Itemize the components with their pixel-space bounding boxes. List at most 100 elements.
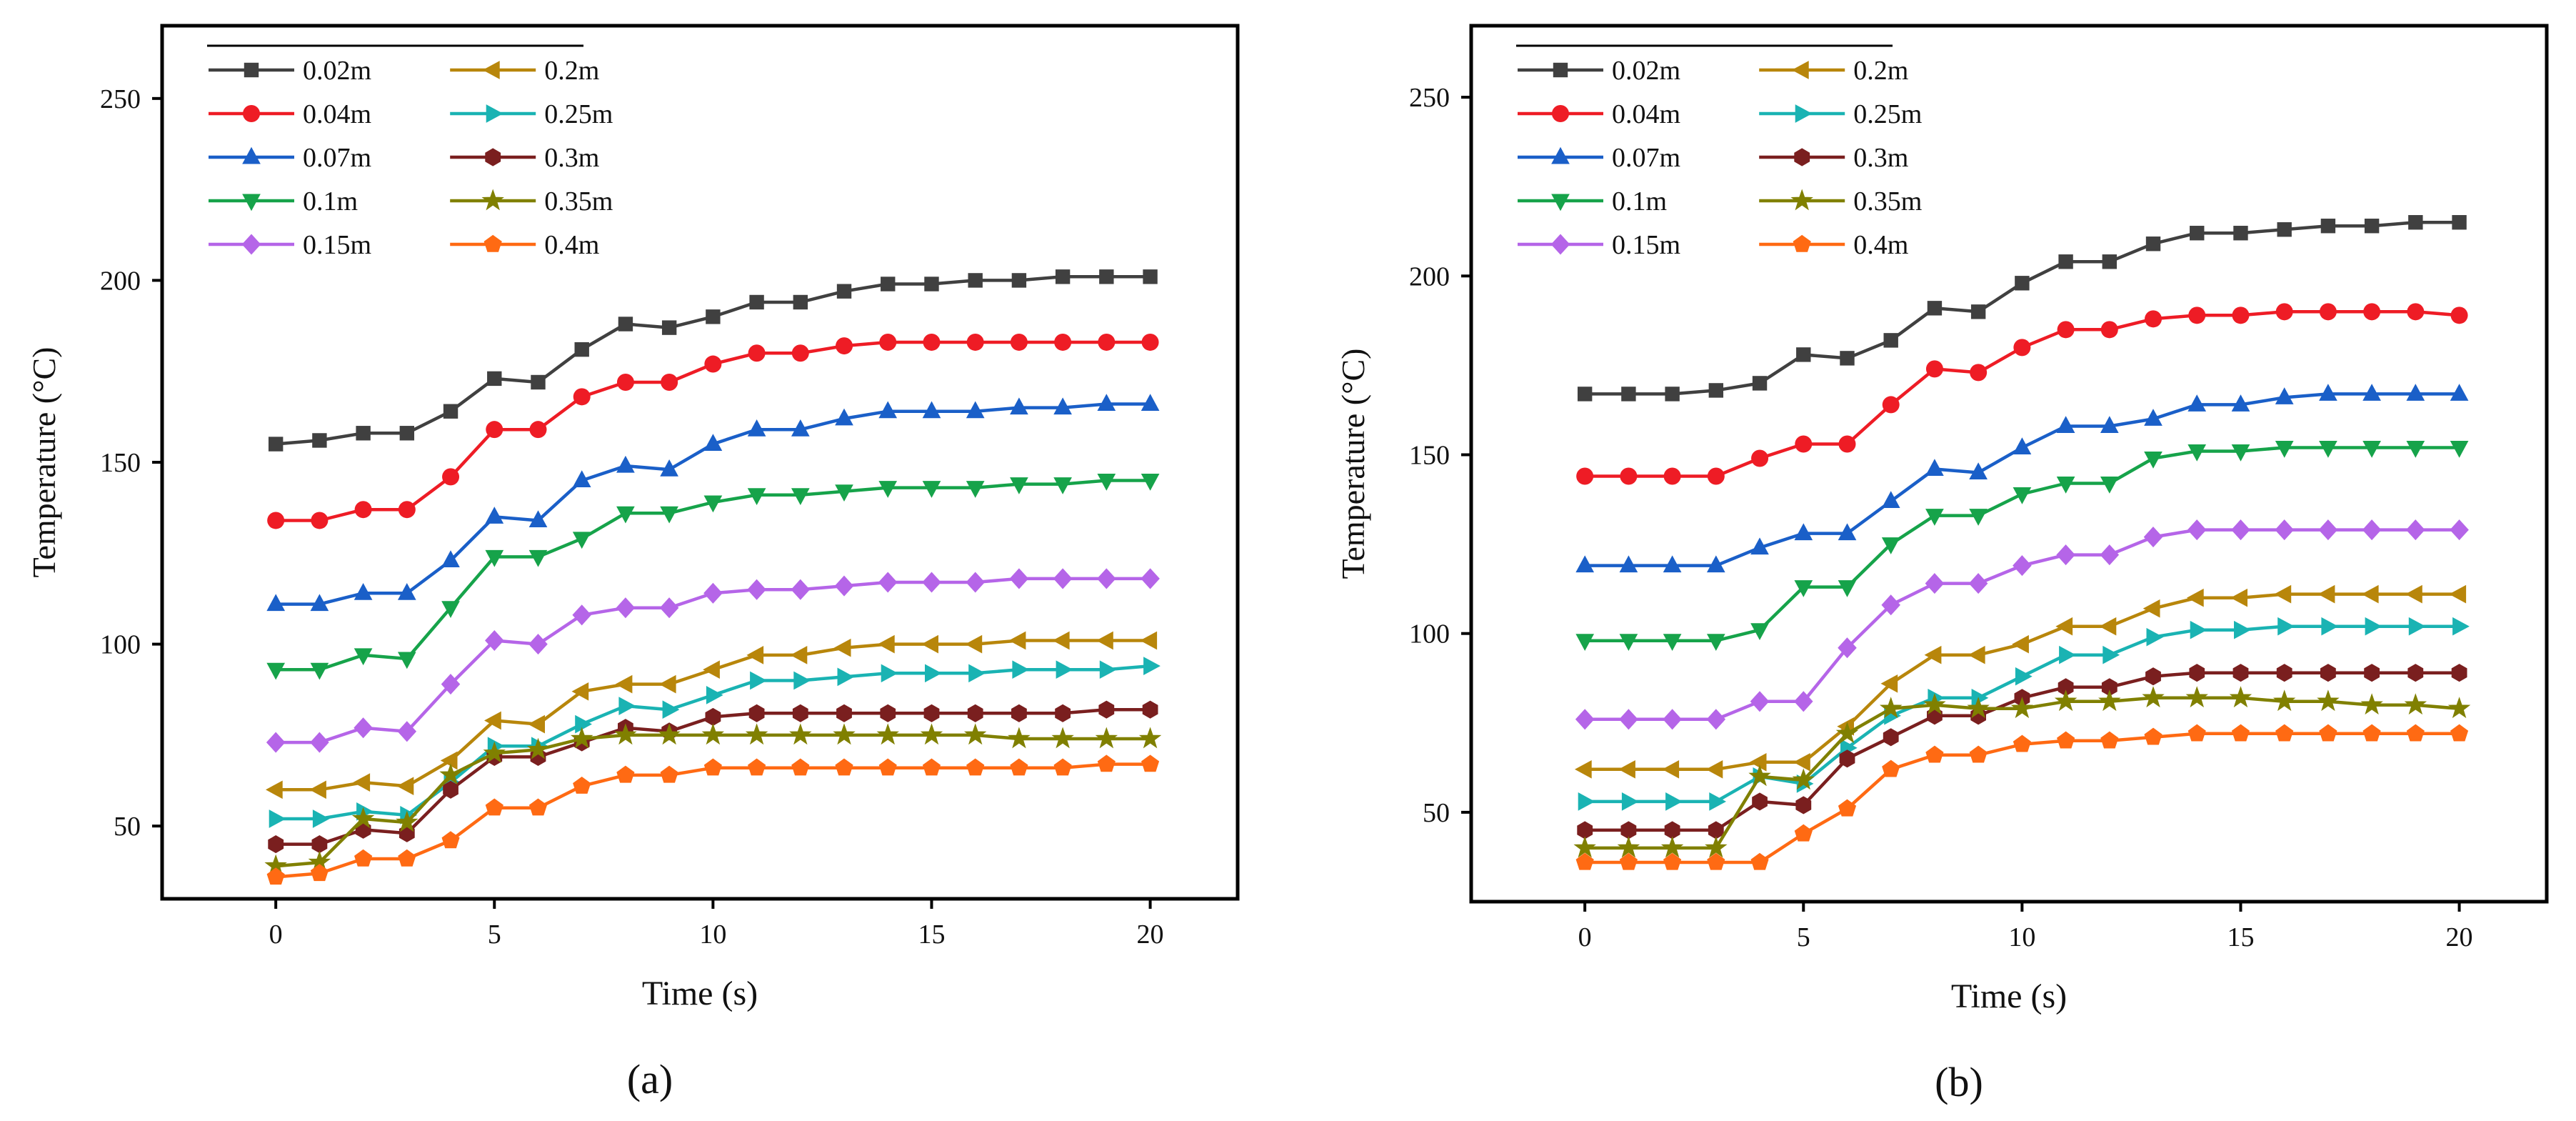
panel-a-series-0-25m-point [1012,660,1030,679]
panel-b-series-0-02m-point [1840,351,1855,366]
panel-a-series-0-1m-point [1141,474,1160,491]
panel-b-series-0-35m-point [2272,689,2296,712]
panel-a-legend-item-0-04m-marker [243,105,260,122]
panel-a-series-0-02m-point [443,404,458,419]
panel-b-series-0-1m-point [2100,477,2119,494]
panel-b-series-0-2m-point [2143,599,2160,618]
panel-b-series-0-1m-point [2275,441,2294,458]
panel-b-series-0-15m-point [1706,709,1726,730]
panel-b-x-axis-label: Time (s) [1951,977,2067,1015]
panel-b-legend-item-0-15m-label: 0.15m [1612,230,1680,260]
panel-b-series-0-1m-point [1838,580,1857,597]
panel-a-series-0-2m-point [658,674,676,694]
panel-b-series-0-25m-point [2059,645,2076,664]
panel-b-series-0-1m-point [2056,477,2075,494]
panel-a-series-0-04m-point [1010,333,1028,351]
panel-a-series-0-3m-point [268,835,284,854]
panel-b-x-tick-label: 20 [2446,922,2473,952]
panel-a-series-0-3m-point [1055,704,1071,722]
panel-a-series-0-2m-point [440,751,458,770]
panel-a-series-0-35m-point [789,723,812,745]
panel-a-series-0-25m-point [881,664,898,683]
panel-a-series-0-35m-point [483,741,506,763]
panel-a-series-0-15m-point [266,732,286,753]
panel-a-series-0-04m-point [704,355,722,373]
panel-a-series-0-04m-point [442,468,460,486]
panel-a-series-0-02m-point [356,426,371,441]
panel-b-series-0-15m-point [2100,544,2120,566]
panel-a-series-0-07m-point [922,401,941,419]
panel-a-series-0-25m-point [793,671,811,690]
panel-b-y-tick-label: 150 [1409,440,1450,470]
panel-a-legend-item-0-07m-label: 0.07m [303,143,371,173]
panel-a-series-0-07m-point [1053,397,1072,415]
panel-a-series-0-35m-point [351,807,375,829]
panel-a-series-0-15m-point [1009,568,1029,589]
panel-a-series-0-4m-point [878,758,897,776]
panel-b-series-0-25m-point [2015,667,2033,686]
panel-a-series-0-1m-point [572,532,591,549]
panel-a-series-0-3m-point [1011,704,1027,722]
panel-b-series-0-3m-point [2451,664,2467,682]
panel-a-series-0-25m-point [575,714,592,734]
panel-a-series-0-35m-line [276,733,1151,868]
panel-b-series-0-4m-point [2057,731,2075,749]
panel-b-legend-item-0-02m-label: 0.02m [1612,56,1680,86]
panel-a-series-0-1m-point [266,662,286,680]
panel-b-series-0-2m-point [2012,634,2029,654]
panel-a-series-0-35m-point [745,723,768,745]
panel-b-series-0-07m-point [1663,555,1682,573]
panel-b-series-0-4m-point [2100,731,2119,749]
panel-a-x-axis-label: Time (s) [642,975,758,1012]
panel-b-series-0-04m-point [1795,435,1813,453]
panel-b-legend-item-0-1m-marker [1551,194,1570,211]
panel-b-series-0-04m-point [1751,449,1769,467]
panel-b-legend-item-0-07m-label: 0.07m [1612,143,1680,173]
panel-b-series-0-4m-point [1663,852,1682,870]
panel-a-series-0-3m-point [311,835,328,854]
panel-b-series-0-3m-point [2364,664,2380,682]
panel-a-series-0-4m-point [441,831,460,849]
panel-a-series-0-4m-point [310,864,329,882]
panel-a-legend-item-0-3m-label: 0.3m [544,143,599,173]
panel-a-legend-item-0-04m-label: 0.04m [303,99,371,129]
panel-a-series-0-04m-point [1054,333,1072,351]
panel-b-series-0-35m-point [1879,697,1903,719]
panel-a-y-tick-label: 250 [100,84,141,114]
panel-b-series-0-4m-point [1794,824,1813,842]
panel-a-series-0-4m-point [660,765,678,783]
panel-b-series-0-02m-point [2145,236,2161,251]
panel-b-series-0-1m-point [1881,537,1900,554]
panel-a-series-0-02m-point [268,437,284,452]
panel-b-series-0-35m-point [2185,686,2208,708]
panel-b-y-tick-label: 250 [1409,83,1450,113]
panel-b-series-0-25m-point [2277,617,2295,636]
panel-b-series-0-25m-point [2452,617,2470,636]
panel-b-series-0-15m-point [2187,519,2207,541]
panel-a-series-0-25m-point [925,664,942,683]
panel-b-series-0-07m-point [2275,387,2294,404]
panel-a-series-0-4m-point [966,758,985,776]
panel-a-series-0-2m-point [1008,631,1026,650]
panel-b-series-0-3m-point [2320,664,2336,682]
panel-a-legend-item-0-1m-label: 0.1m [303,186,358,216]
panel-b-series-0-07m-point [2362,384,2381,401]
panel-a-series-0-2m-point [528,714,545,734]
panel-b-series-0-3m-point [1620,821,1637,839]
panel-a-series-0-4m-point [703,758,722,776]
panel-a-series-0-2m-point [484,711,501,730]
panel-a-series-0-25m-point [1143,657,1161,675]
panel-b-legend-item-0-02m-marker [1553,62,1568,78]
panel-b-series-0-15m-point [2406,519,2425,541]
panel-a-series-0-07m-point [1141,394,1160,411]
panel-a-series-0-04m-point [1098,333,1116,351]
panel-b-series-0-2m-point [1705,759,1723,779]
panel-a-legend-item-0-3m-marker [485,148,501,166]
panel-b-series-0-04m-point [2188,307,2206,324]
panel-a-series-0-04m-point [616,373,634,391]
panel-b-series-0-2m-point [1924,645,1942,664]
panel-a-series-0-3m-point [880,704,896,722]
panel-b-series-0-3m-point [1708,821,1724,839]
panel-a-series-0-07m-point [878,401,898,419]
panel-a-series-0-15m-point [703,582,723,604]
